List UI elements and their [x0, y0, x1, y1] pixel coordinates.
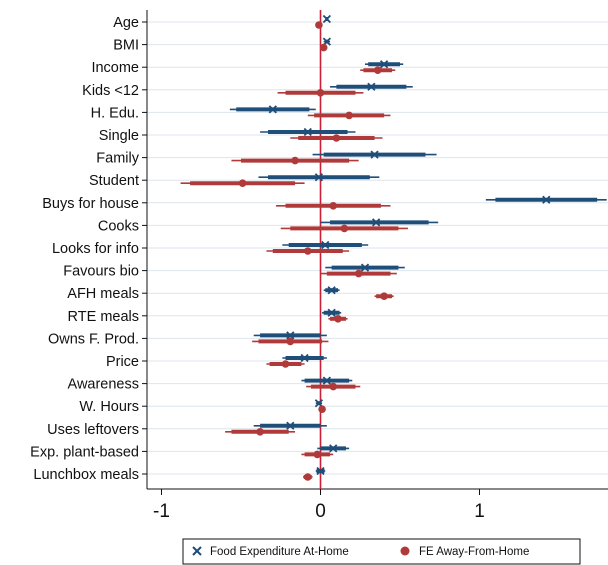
category-label: Kids <12: [82, 83, 139, 99]
x-marker: [286, 421, 295, 430]
dot-marker: [329, 382, 338, 391]
x-marker: [327, 308, 336, 317]
x-marker: [303, 127, 312, 137]
category-label: Age: [113, 15, 139, 31]
dot-marker: [281, 360, 290, 368]
category-label: Single: [99, 128, 139, 144]
dot-marker: [354, 269, 363, 278]
category-labels: Age BMI Income Kids <12 H. Edu. Single Family S…: [30, 15, 147, 483]
category-label: Buys for house: [42, 196, 139, 212]
x-marker-stroke: [286, 421, 295, 430]
x-marker: [372, 218, 381, 227]
dot-marker: [345, 111, 353, 120]
dot-marker: [286, 337, 295, 346]
legend-label-away: FE Away-From-Home: [419, 546, 529, 558]
category-label: Student: [89, 173, 139, 189]
x-marker-stroke: [303, 127, 312, 137]
category-label: Price: [106, 354, 139, 370]
dot-marker: [303, 473, 312, 481]
category-label: Looks for info: [52, 241, 139, 257]
category-label: RTE meals: [68, 309, 139, 325]
x-marker: [370, 150, 379, 159]
dot-marker: [315, 21, 323, 29]
legend-dot-marker-icon: [400, 546, 410, 556]
x-marker-stroke: [327, 286, 336, 295]
legend-label-home: Food Expenditure At-Home: [210, 546, 349, 558]
x-marker: [322, 14, 331, 24]
category-label: Awareness: [68, 377, 139, 393]
category-label: Favours bio: [63, 264, 139, 280]
series-layer: [180, 14, 607, 481]
x-marker-stroke: [322, 376, 331, 385]
x-marker: [321, 240, 330, 250]
x-marker-stroke: [329, 444, 338, 453]
x-marker-stroke: [314, 399, 324, 408]
dot-marker: [316, 89, 325, 97]
axes: [146, 10, 608, 490]
dot-marker: [373, 66, 382, 74]
dot-marker: [380, 292, 388, 301]
x-marker: [327, 286, 336, 295]
x-marker-stroke: [372, 218, 381, 227]
x-tick-label: -1: [153, 501, 170, 522]
category-label: Family: [96, 151, 139, 167]
category-label: AFH meals: [67, 286, 139, 302]
category-label: Uses leftovers: [47, 422, 139, 438]
x-marker: [316, 466, 325, 476]
category-label: BMI: [113, 38, 139, 54]
x-marker-stroke: [316, 466, 325, 476]
x-marker: [300, 353, 309, 363]
x-marker-stroke: [321, 240, 330, 250]
category-label: Exp. plant-based: [30, 444, 139, 460]
category-label: Lunchbox meals: [33, 467, 139, 483]
dot-marker: [256, 428, 264, 436]
x-marker: [367, 82, 376, 91]
x-marker: [268, 105, 277, 114]
dot-marker: [313, 450, 322, 459]
category-label: Income: [91, 60, 139, 76]
x-marker-stroke: [542, 195, 551, 204]
x-marker: [329, 444, 338, 453]
x-marker-stroke: [367, 82, 376, 91]
x-marker: [314, 173, 324, 182]
x-tick-label: 1: [474, 501, 485, 522]
x-marker-stroke: [322, 14, 331, 24]
category-label: H. Edu.: [91, 105, 139, 121]
x-marker-stroke: [327, 308, 336, 317]
legend-x-marker-icon: [192, 546, 202, 556]
x-marker-stroke: [314, 173, 324, 182]
dot-marker: [318, 405, 326, 414]
x-marker-stroke: [286, 331, 295, 340]
x-marker: [286, 331, 295, 340]
dot-marker: [238, 179, 247, 187]
x-marker: [322, 376, 331, 385]
x-marker: [542, 195, 551, 204]
legend: Food Expenditure At-Home FE Away-From-Ho…: [182, 538, 581, 565]
x-marker-stroke: [379, 60, 389, 69]
category-label: W. Hours: [79, 399, 139, 415]
x-marker-stroke: [360, 263, 370, 272]
dot-marker: [332, 134, 341, 142]
x-ticks: -1 0 1: [153, 489, 485, 522]
dot-marker: [329, 202, 338, 210]
category-label: Cooks: [98, 218, 139, 234]
dot-marker: [291, 156, 299, 165]
dot-marker: [340, 224, 349, 233]
x-marker: [379, 60, 389, 69]
dot-marker: [319, 43, 328, 52]
x-marker-stroke: [300, 353, 309, 363]
x-marker: [360, 263, 370, 272]
legend-box: [182, 538, 581, 565]
x-marker-stroke: [268, 105, 277, 114]
category-label: Owns F. Prod.: [48, 331, 139, 347]
x-tick-label: 0: [315, 501, 326, 522]
x-marker-stroke: [370, 150, 379, 159]
gridlines: [147, 21, 608, 475]
dot-marker: [334, 315, 342, 323]
dot-marker: [303, 247, 312, 255]
